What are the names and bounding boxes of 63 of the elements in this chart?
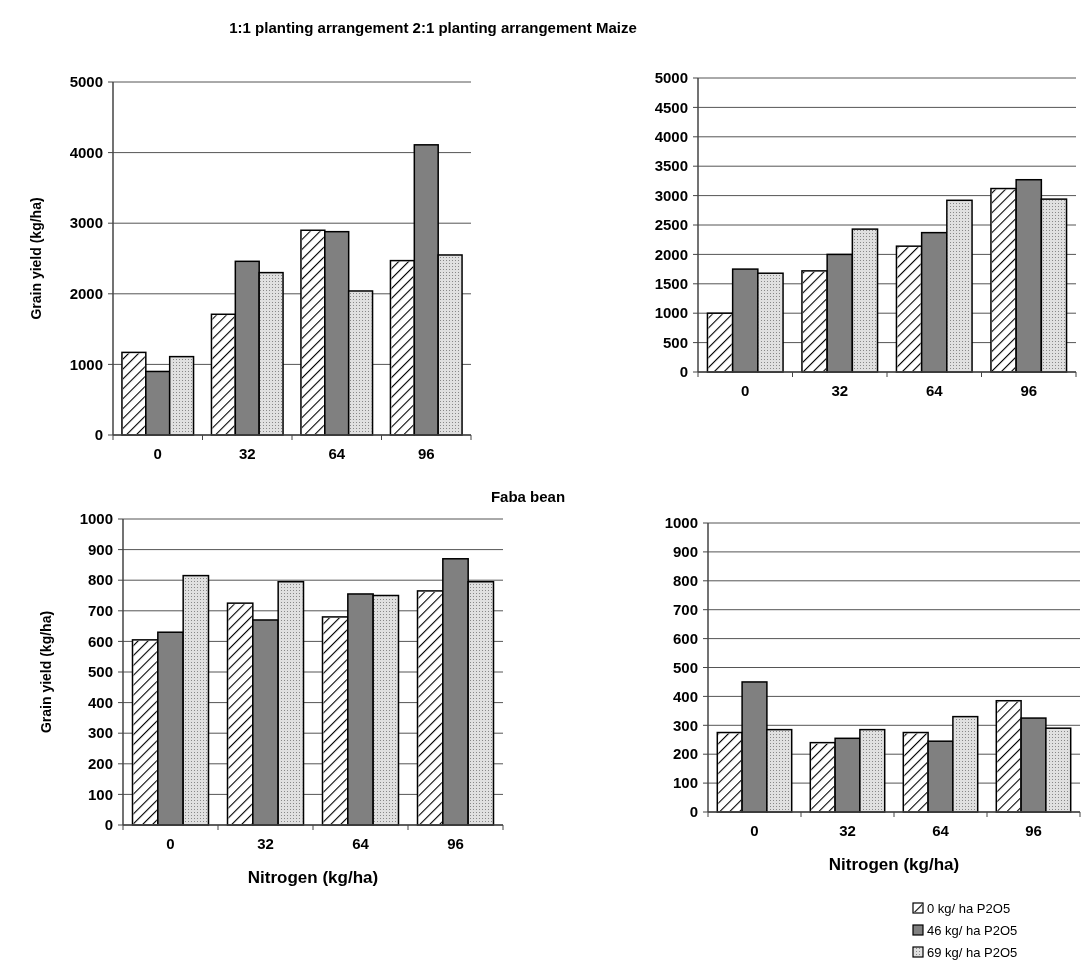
y-tick-label: 2500 [654, 216, 688, 234]
y-tick-label: 400 [87, 693, 113, 711]
y-tick-label: 300 [87, 724, 113, 742]
y-tick-label: 3000 [654, 186, 688, 204]
y-tick-label: 1000 [79, 510, 113, 528]
y-tick-label: 1000 [654, 304, 688, 322]
x-axis-title: Nitrogen (kg/ha) [828, 855, 960, 874]
y-tick-label: 900 [87, 540, 113, 558]
x-tick-label: 96 [1020, 382, 1038, 399]
y-tick-label: 4000 [69, 143, 103, 161]
chart-title: 1:1 planting arrangement 2:1 planting arrangement Maize [229, 19, 637, 36]
y-tick-label: 300 [672, 716, 698, 734]
y-tick-label: 3000 [69, 214, 103, 232]
x-tick-label: 0 [166, 835, 175, 852]
y-tick-label: 2000 [654, 245, 688, 263]
y-tick-label: 500 [672, 658, 698, 676]
y-axis-title: Grain yield (kg/ha) [38, 610, 54, 734]
y-tick-label: 600 [672, 629, 698, 647]
x-tick-label: 64 [925, 382, 944, 399]
x-axis-title: Nitrogen (kg/ha) [247, 868, 379, 887]
y-tick-label: 3500 [654, 157, 688, 175]
y-tick-label: 4000 [654, 128, 688, 146]
y-tick-label: 500 [662, 333, 688, 351]
x-tick-label: 32 [238, 445, 256, 462]
y-tick-label: 4500 [654, 98, 688, 116]
y-tick-label: 800 [87, 571, 113, 589]
x-tick-label: 64 [328, 445, 346, 462]
legend-label: 0 kg/ ha P2O5 [927, 901, 1011, 916]
y-tick-label: 900 [672, 543, 698, 561]
x-tick-label: 32 [831, 382, 849, 399]
y-tick-label: 0 [94, 426, 103, 444]
x-tick-label: 96 [447, 835, 464, 852]
legend-label: 69 kg/ ha P2O5 [927, 945, 1018, 960]
y-tick-label: 0 [679, 363, 688, 381]
y-tick-label: 700 [87, 602, 113, 620]
y-tick-label: 100 [87, 785, 113, 803]
y-tick-label: 100 [672, 774, 698, 792]
x-tick-label: 0 [741, 382, 750, 399]
y-tick-label: 5000 [69, 73, 103, 91]
y-tick-label: 500 [87, 663, 113, 681]
y-tick-label: 600 [87, 632, 113, 650]
legend-label: 46 kg/ ha P2O5 [927, 923, 1018, 938]
x-tick-label: 32 [257, 835, 274, 852]
y-tick-label: 1500 [654, 275, 688, 293]
y-tick-label: 1000 [69, 355, 103, 373]
y-tick-label: 800 [672, 572, 698, 590]
x-tick-label: 64 [352, 835, 370, 852]
y-tick-label: 2000 [69, 285, 103, 303]
chart-title: Faba bean [490, 488, 566, 505]
y-axis-title: Grain yield (kg/ha) [28, 197, 44, 320]
x-tick-label: 96 [1025, 822, 1042, 839]
y-tick-label: 0 [689, 803, 698, 821]
y-tick-label: 400 [672, 687, 698, 705]
x-tick-label: 32 [839, 822, 856, 839]
x-tick-label: 0 [153, 445, 162, 462]
y-tick-label: 5000 [654, 69, 688, 87]
y-tick-label: 200 [672, 745, 698, 763]
x-tick-label: 0 [750, 822, 759, 839]
x-tick-label: 96 [417, 445, 435, 462]
y-tick-label: 1000 [664, 514, 698, 532]
y-tick-label: 700 [672, 600, 698, 618]
y-tick-label: 200 [87, 755, 113, 773]
x-tick-label: 64 [932, 822, 950, 839]
